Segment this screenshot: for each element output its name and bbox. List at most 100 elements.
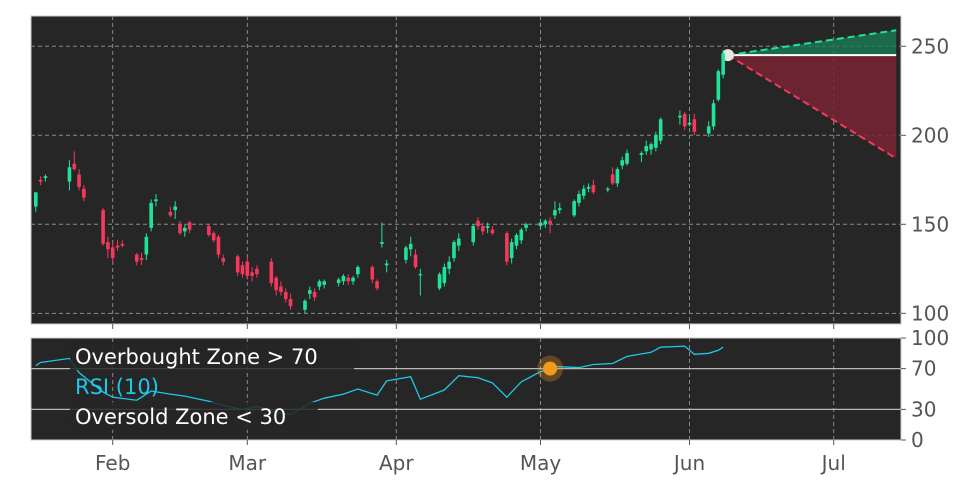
candle bbox=[538, 218, 543, 230]
candle-body bbox=[115, 245, 120, 248]
candle bbox=[682, 112, 687, 130]
candle-body bbox=[274, 277, 278, 291]
candle bbox=[134, 252, 139, 266]
candle-body bbox=[43, 176, 48, 179]
candle bbox=[168, 206, 173, 218]
candle-body bbox=[586, 186, 591, 189]
candle-body bbox=[490, 229, 495, 234]
candle bbox=[553, 201, 557, 219]
rsi-y-tick-label: 0 bbox=[911, 428, 924, 452]
x-tick-label: Feb bbox=[95, 451, 130, 475]
candle bbox=[67, 160, 72, 191]
candle-body bbox=[303, 300, 307, 310]
candle-body bbox=[509, 242, 514, 259]
candle bbox=[408, 236, 413, 257]
candle bbox=[380, 222, 384, 248]
candle-body bbox=[687, 122, 692, 125]
legend-overbought: Overbought Zone > 70 bbox=[75, 345, 318, 369]
candle-body bbox=[615, 169, 620, 184]
candle-body bbox=[207, 226, 211, 235]
candle bbox=[110, 242, 115, 264]
candle bbox=[437, 272, 442, 291]
candle bbox=[649, 142, 653, 155]
candle-body bbox=[211, 233, 216, 241]
candle bbox=[490, 226, 495, 235]
price-y-tick-label: 150 bbox=[911, 212, 949, 236]
candle bbox=[115, 240, 120, 252]
candle bbox=[187, 220, 192, 234]
candle-body bbox=[312, 291, 317, 298]
candle-body bbox=[173, 206, 177, 211]
candle-body bbox=[221, 258, 226, 262]
candle bbox=[615, 167, 620, 187]
rsi-panel: 0 30 70 100 Overbought Zone > 70 RSI (10) O… bbox=[30, 326, 949, 452]
candle-body bbox=[577, 194, 581, 203]
candle-body bbox=[485, 226, 490, 228]
legend-oversold: Oversold Zone < 30 bbox=[75, 405, 286, 429]
candle-body bbox=[519, 229, 524, 241]
candle-body bbox=[716, 71, 721, 100]
candle bbox=[524, 222, 528, 232]
candle bbox=[221, 254, 226, 266]
candle-body bbox=[144, 236, 149, 255]
candlesticks bbox=[34, 49, 725, 314]
candle-body bbox=[538, 222, 543, 227]
candle-body bbox=[370, 267, 375, 280]
candle-body bbox=[375, 281, 379, 289]
candle bbox=[34, 192, 38, 212]
candle-body bbox=[711, 103, 716, 127]
candle-body bbox=[134, 254, 139, 262]
candle bbox=[605, 186, 610, 193]
candle-body bbox=[682, 113, 687, 127]
candle bbox=[514, 233, 519, 250]
candle bbox=[283, 288, 288, 303]
candle-body bbox=[317, 281, 322, 287]
candle bbox=[303, 299, 307, 314]
candle-body bbox=[240, 265, 245, 275]
candle bbox=[336, 277, 341, 287]
candle-body bbox=[34, 192, 38, 207]
candle bbox=[620, 156, 625, 170]
candle-body bbox=[346, 277, 351, 282]
rsi-line bbox=[35, 345, 724, 416]
candle-body bbox=[216, 236, 221, 255]
candle bbox=[581, 185, 586, 200]
candle-body bbox=[447, 261, 451, 269]
candle-body bbox=[471, 226, 476, 243]
projection-upper-line bbox=[727, 29, 897, 57]
candle-body bbox=[279, 286, 283, 292]
candle bbox=[543, 218, 548, 228]
candle-body bbox=[322, 281, 327, 285]
candle-body bbox=[245, 261, 250, 276]
candle bbox=[144, 233, 149, 260]
rsi-y-ticks: 0 30 70 100 bbox=[901, 326, 949, 452]
candle bbox=[442, 263, 447, 287]
candle bbox=[687, 117, 692, 127]
rsi-y-tick-label: 30 bbox=[911, 397, 936, 421]
candle bbox=[519, 227, 524, 244]
candle-body bbox=[692, 119, 697, 132]
candle bbox=[481, 222, 485, 235]
candle-body bbox=[269, 261, 274, 284]
candle-body bbox=[581, 188, 586, 196]
candle bbox=[557, 202, 562, 214]
candle bbox=[72, 151, 77, 171]
candle-body bbox=[408, 243, 413, 250]
candle bbox=[639, 151, 644, 162]
candle bbox=[476, 217, 480, 230]
candle bbox=[375, 279, 379, 291]
candle-body bbox=[255, 268, 259, 275]
candle-body bbox=[505, 233, 509, 262]
rsi-marker bbox=[537, 355, 564, 382]
price-panel: 100 150 200 250 bbox=[30, 15, 949, 329]
candle-body bbox=[110, 247, 115, 259]
candle-body bbox=[413, 254, 418, 268]
x-tick-label: Jul bbox=[820, 451, 846, 475]
candle bbox=[471, 224, 476, 246]
candle bbox=[216, 234, 221, 259]
candle bbox=[658, 117, 663, 145]
candle-body bbox=[183, 227, 187, 232]
candle bbox=[586, 183, 591, 193]
legend-oversold-box bbox=[70, 402, 318, 430]
candle bbox=[404, 245, 408, 264]
